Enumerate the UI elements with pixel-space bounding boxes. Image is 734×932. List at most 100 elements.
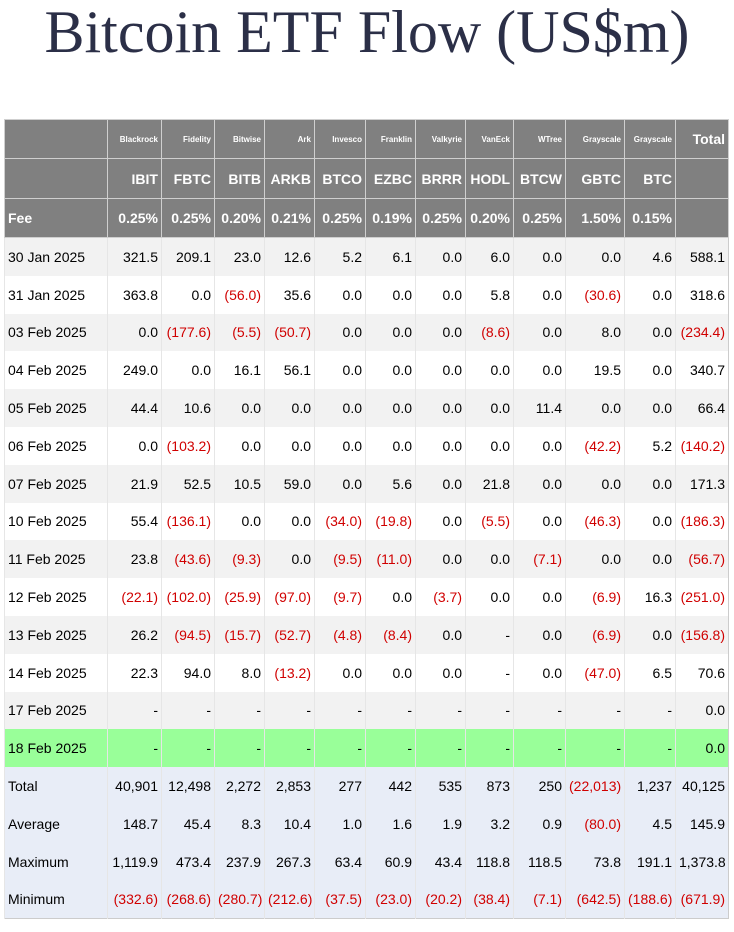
flow-cell: 321.5	[107, 237, 162, 276]
flow-cell: -	[565, 691, 625, 730]
flow-cell: 0.0	[465, 540, 514, 579]
flow-cell: 0.0	[415, 389, 466, 427]
row-total: (140.2)	[675, 426, 729, 465]
flow-cell: 0.0	[415, 351, 466, 390]
flow-cell: (4.8)	[314, 615, 366, 654]
flow-cell: 0.0	[365, 578, 416, 616]
flow-cell: -	[565, 729, 625, 768]
header-corner	[4, 158, 108, 199]
flow-cell: (25.9)	[214, 578, 265, 616]
flow-cell: 11.4	[513, 389, 566, 427]
row-total: 0.0	[675, 691, 729, 730]
summary-cell: (212.6)	[264, 880, 315, 919]
flow-cell: 44.4	[107, 389, 162, 427]
summary-row: Maximum 1,119.9 473.4 237.9 267.3 63.4 60.9 43.…	[4, 842, 729, 881]
fee-value: 0.15%	[624, 198, 676, 238]
summary-cell: (80.0)	[565, 804, 625, 843]
flow-cell: 0.0	[565, 540, 625, 579]
row-date: 18 Feb 2025	[4, 729, 108, 768]
flow-cell: (94.5)	[161, 615, 215, 654]
flow-cell: 0.0	[415, 313, 466, 352]
flow-cell: -	[624, 691, 676, 730]
flow-cell: 0.0	[365, 426, 416, 465]
flow-cell: -	[513, 729, 566, 768]
flow-cell: (8.6)	[465, 313, 514, 352]
flow-cell: 0.0	[365, 275, 416, 314]
flow-cell: -	[365, 729, 416, 768]
row-total: 318.6	[675, 275, 729, 314]
flow-cell: 16.3	[624, 578, 676, 616]
provider-header: Ark	[264, 119, 315, 159]
flow-cell: (5.5)	[214, 313, 265, 352]
flow-cell: 0.0	[365, 653, 416, 692]
flow-cell: (8.4)	[365, 615, 416, 654]
row-date: 10 Feb 2025	[4, 502, 108, 541]
flow-cell: 56.1	[264, 351, 315, 390]
summary-cell: 2,853	[264, 767, 315, 805]
table-row: 14 Feb 2025 22.3 94.0 8.0 (13.2) 0.0 0.0 0.0-0.…	[4, 653, 729, 692]
summary-cell: (7.1)	[513, 880, 566, 919]
provider-header-row: Blackrock Fidelity Bitwise Ark Invesco Frankl…	[4, 119, 729, 159]
total-column-header: Total	[675, 119, 729, 159]
flow-cell: 0.0	[264, 540, 315, 579]
flow-cell: (103.2)	[161, 426, 215, 465]
flow-cell: 94.0	[161, 653, 215, 692]
flow-cell: 0.0	[565, 237, 625, 276]
flow-cell: (11.0)	[365, 540, 416, 579]
summary-cell: 60.9	[365, 842, 416, 881]
summary-cell: 10.4	[264, 804, 315, 843]
flow-cell: 0.0	[314, 426, 366, 465]
flow-cell: -	[513, 691, 566, 730]
flow-cell: 0.0	[415, 502, 466, 541]
summary-row: Minimum (332.6) (268.6) (280.7) (212.6) (37.5…	[4, 880, 729, 919]
row-total: 171.3	[675, 464, 729, 503]
row-total: 588.1	[675, 237, 729, 276]
summary-cell: 0.9	[513, 804, 566, 843]
summary-cell: 73.8	[565, 842, 625, 881]
flow-cell: 5.8	[465, 275, 514, 314]
provider-header: WTree	[513, 119, 566, 159]
ticker-header: HODL	[465, 158, 514, 199]
flow-cell: (7.1)	[513, 540, 566, 579]
flow-cell: (50.7)	[264, 313, 315, 352]
flow-cell: 4.6	[624, 237, 676, 276]
fee-value: 0.25%	[513, 198, 566, 238]
flow-cell: 0.0	[314, 389, 366, 427]
flow-cell: (13.2)	[264, 653, 315, 692]
flow-cell: (102.0)	[161, 578, 215, 616]
flow-cell: 0.0	[513, 578, 566, 616]
summary-cell: 473.4	[161, 842, 215, 881]
summary-row: Total 40,901 12,498 2,272 2,853 277 442 535 873 2…	[4, 767, 729, 805]
flow-cell: -	[264, 691, 315, 730]
flow-cell: 0.0	[314, 464, 366, 503]
flow-cell: 22.3	[107, 653, 162, 692]
flow-cell: 0.0	[314, 313, 366, 352]
provider-header: Blackrock	[107, 119, 162, 159]
ticker-header-row: IBIT FBTC BITB ARKB BTCO EZBC BRRR HODL BTCW GBTC…	[4, 158, 729, 199]
fee-value: 0.25%	[161, 198, 215, 238]
summary-cell: 3.2	[465, 804, 514, 843]
row-date: 05 Feb 2025	[4, 389, 108, 427]
flow-cell: (46.3)	[565, 502, 625, 541]
flow-cell: 249.0	[107, 351, 162, 390]
summary-cell: 12,498	[161, 767, 215, 805]
summary-cell: 1.0	[314, 804, 366, 843]
fee-value: 1.50%	[565, 198, 625, 238]
table-row: 12 Feb 2025 (22.1) (102.0) (25.9) (97.0) (9.7…	[4, 578, 729, 616]
page-title: Bitcoin ETF Flow (US$m)	[44, 0, 690, 65]
row-total: (186.3)	[675, 502, 729, 541]
table-header: Blackrock Fidelity Bitwise Ark Invesco Frankl…	[4, 119, 729, 238]
summary-cell: (332.6)	[107, 880, 162, 919]
row-total: 70.6	[675, 653, 729, 692]
provider-header: VanEck	[465, 119, 514, 159]
summary-cell: (642.5)	[565, 880, 625, 919]
flow-cell: 23.8	[107, 540, 162, 579]
table-row: 17 Feb 2025- - - - - - - - - - -0.0	[4, 691, 729, 730]
header-blank	[675, 198, 729, 238]
flow-cell: 0.0	[365, 389, 416, 427]
flow-cell: 0.0	[513, 351, 566, 390]
ticker-header: BITB	[214, 158, 265, 199]
summary-cell: 4.5	[624, 804, 676, 843]
summary-cell: 191.1	[624, 842, 676, 881]
fee-value: 0.25%	[107, 198, 162, 238]
